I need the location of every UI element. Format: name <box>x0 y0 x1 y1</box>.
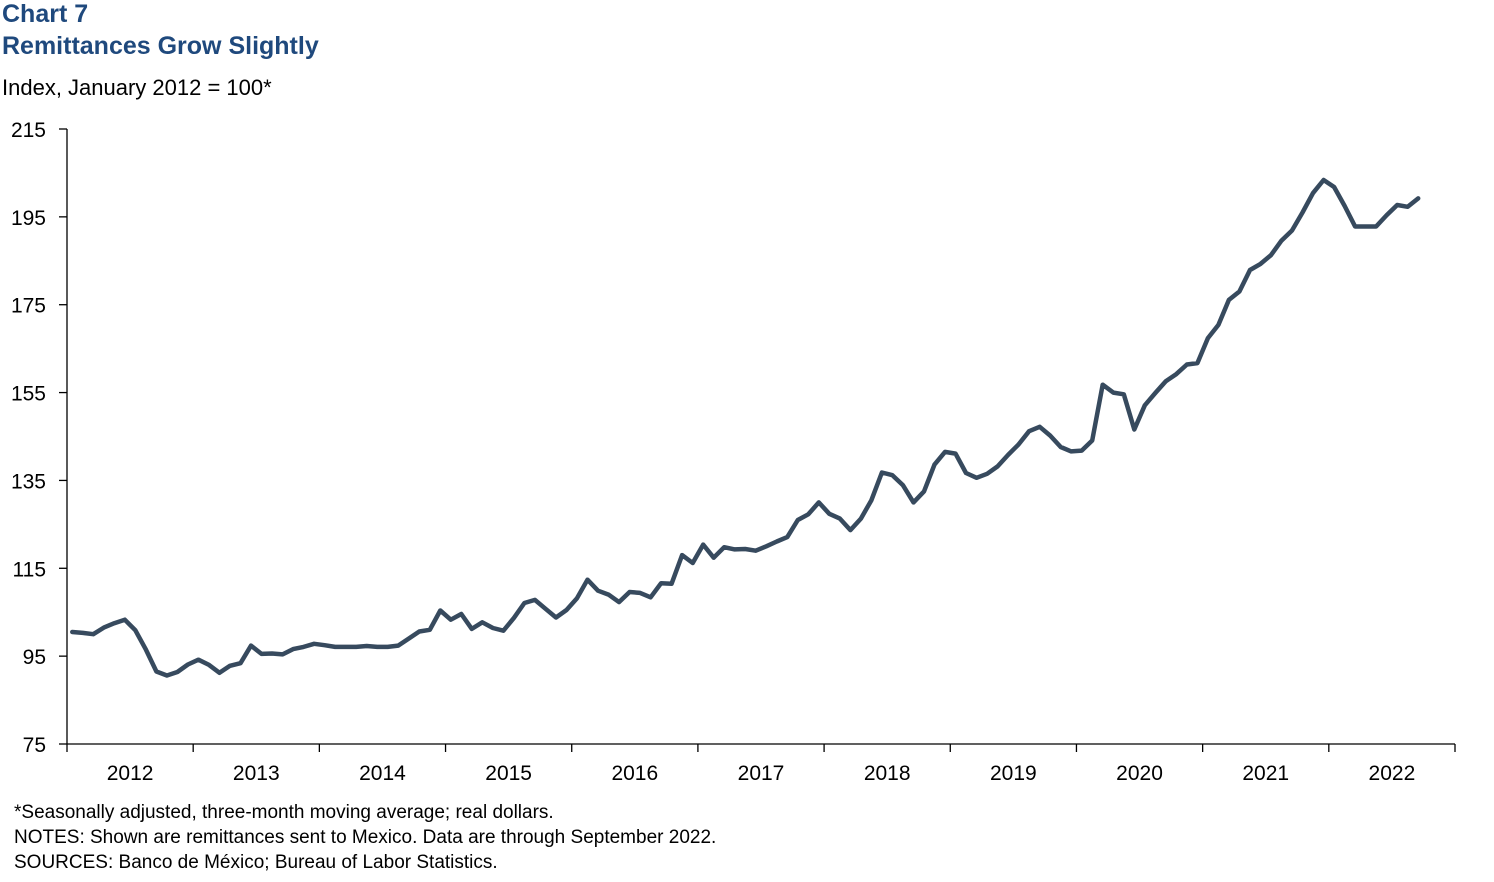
series-layer <box>70 177 1421 678</box>
y-tick-label: 95 <box>23 646 46 669</box>
notes-line: NOTES: Shown are remittances sent to Mex… <box>14 827 717 848</box>
axes <box>66 129 1455 745</box>
y-tick-label: 155 <box>11 383 46 406</box>
x-axis-ticks: 2012 2013 2014 2015 2016 2017 2018 2019 2020 2021… <box>66 744 1456 785</box>
x-tick-label: 2018 <box>864 762 911 785</box>
x-tick-label: 2019 <box>990 762 1037 785</box>
y-axis-ticks: 75 95 115 135 155 175 195 215 <box>11 119 67 757</box>
x-tick-label: 2014 <box>359 762 406 785</box>
x-tick-label: 2020 <box>1116 762 1163 785</box>
x-tick-label: 2012 <box>107 762 154 785</box>
sources-line: SOURCES: Banco de México; Bureau of Labo… <box>14 852 498 873</box>
x-tick-label: 2016 <box>611 762 658 785</box>
y-tick-label: 195 <box>11 207 46 230</box>
footnote: *Seasonally adjusted, three-month moving… <box>14 802 554 823</box>
series-line-remittances <box>70 177 1421 678</box>
chart-title: Remittances Grow Slightly <box>2 32 319 60</box>
x-tick-label: 2017 <box>738 762 785 785</box>
y-tick-label: 215 <box>11 119 46 142</box>
y-tick-label: 175 <box>11 295 46 318</box>
x-tick-label: 2015 <box>485 762 532 785</box>
y-tick-label: 115 <box>13 558 46 581</box>
y-tick-label: 75 <box>23 734 46 757</box>
chart-notes: *Seasonally adjusted, three-month moving… <box>14 800 716 875</box>
x-tick-label: 2021 <box>1242 762 1289 785</box>
x-tick-label: 2022 <box>1369 762 1416 785</box>
y-axis-unit-label: Index, January 2012 = 100* <box>2 75 272 100</box>
y-tick-label: 135 <box>11 470 46 493</box>
x-tick-label: 2013 <box>233 762 280 785</box>
chart-label: Chart 7 <box>2 0 89 28</box>
